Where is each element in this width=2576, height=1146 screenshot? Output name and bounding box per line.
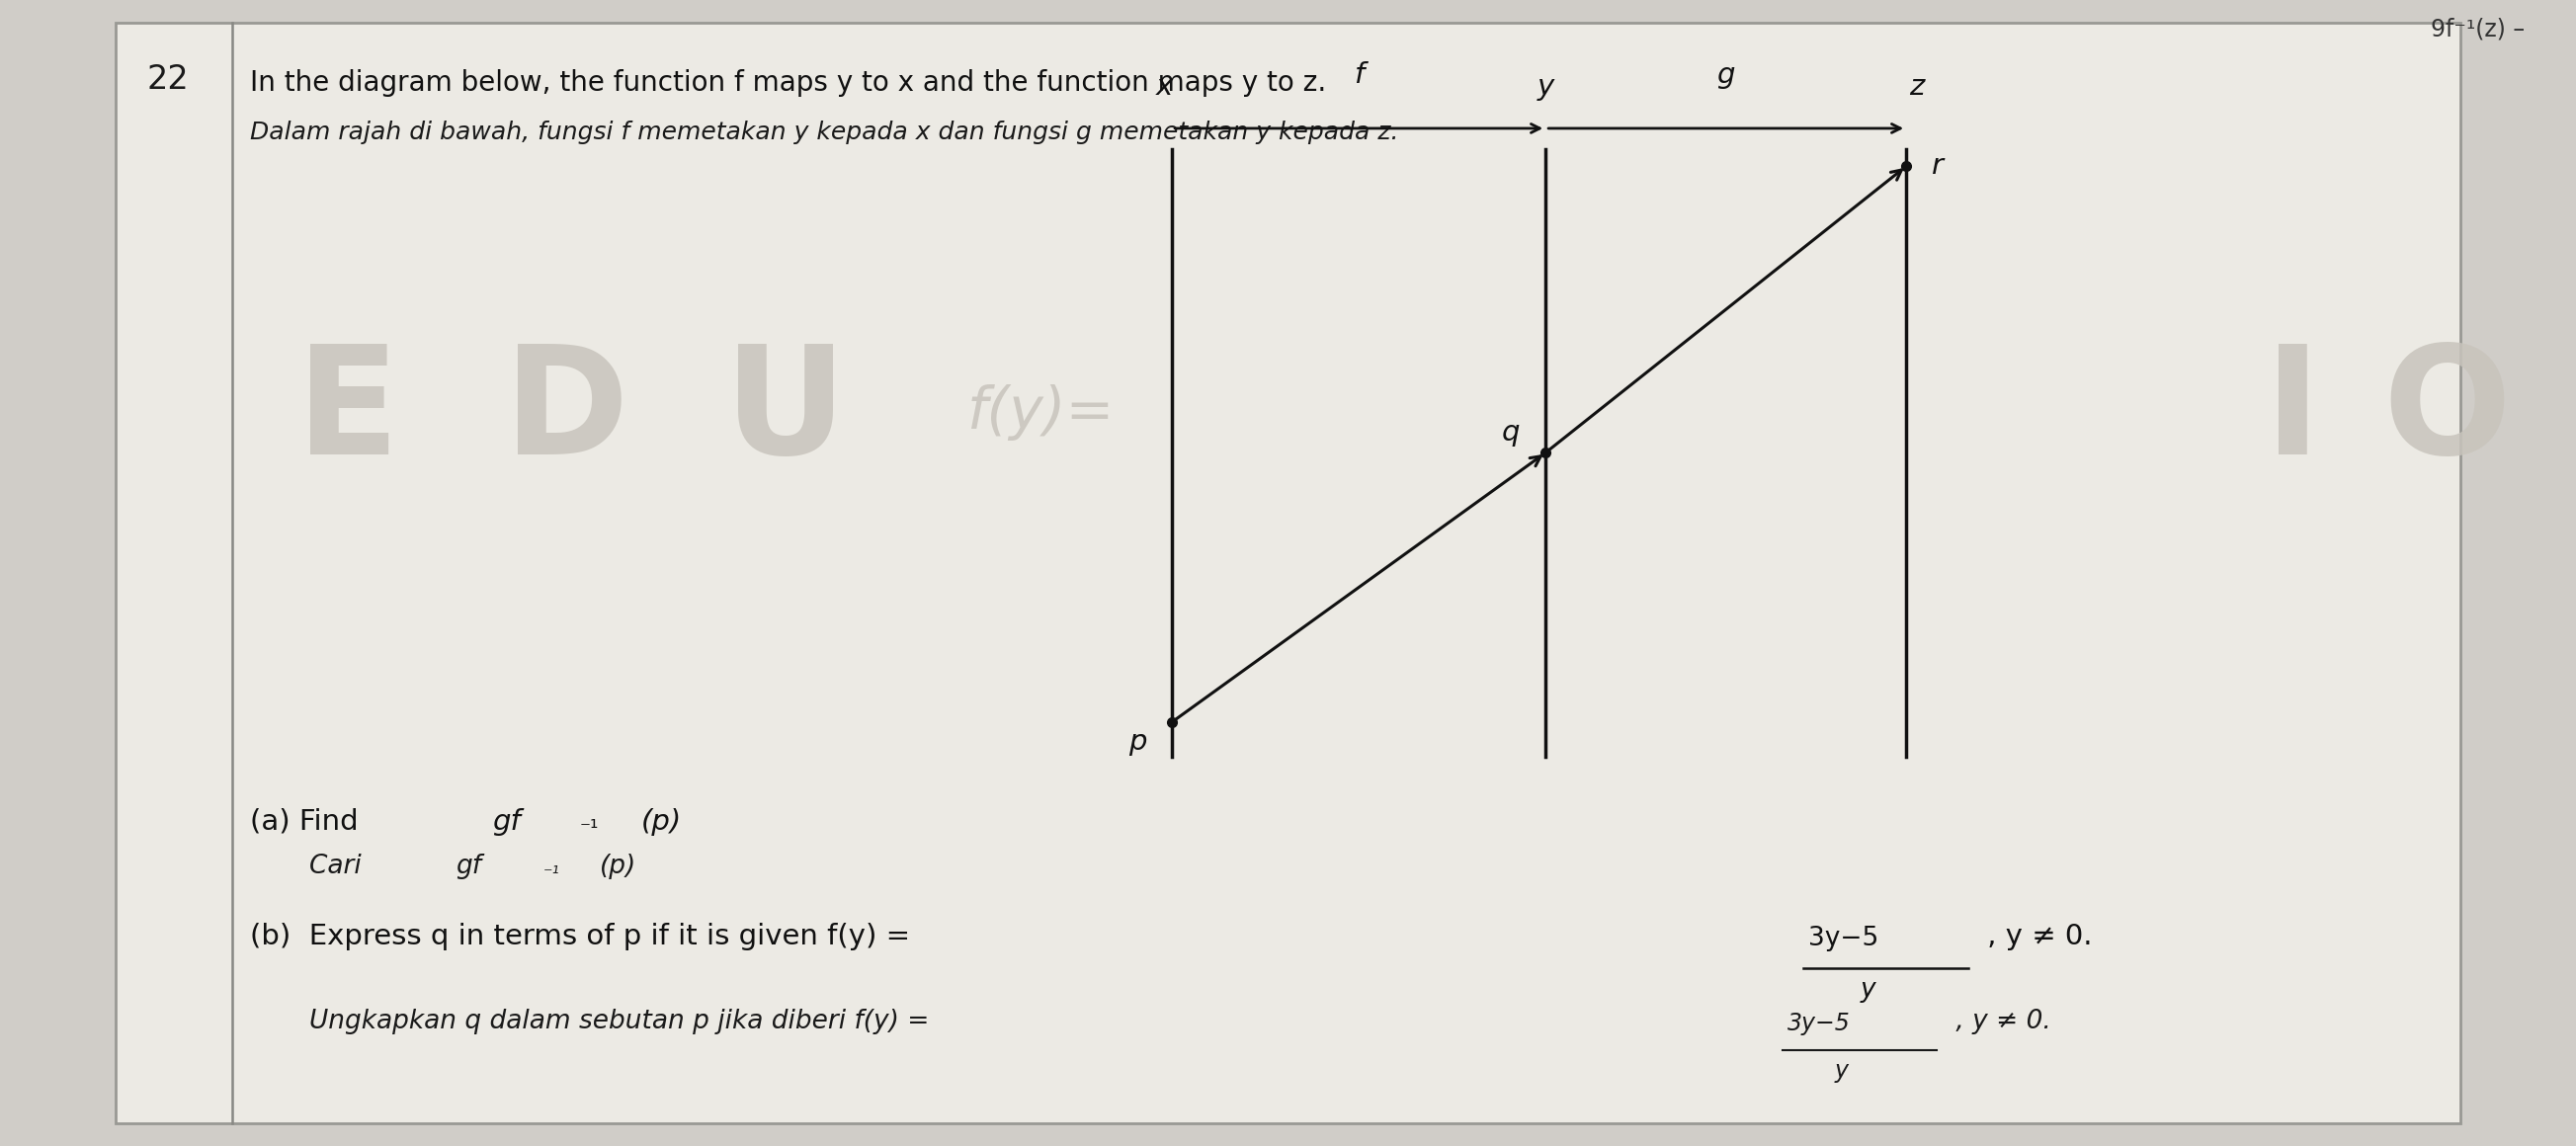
Text: (b)  Express q in terms of p if it is given f(y) =: (b) Express q in terms of p if it is giv… [250, 923, 920, 950]
Text: (p): (p) [600, 854, 636, 879]
Text: 3y−5: 3y−5 [1808, 926, 1878, 951]
Text: ⁻¹: ⁻¹ [544, 865, 559, 884]
Text: z: z [1909, 73, 1924, 101]
Text: (p): (p) [641, 808, 683, 835]
Text: (a) Find: (a) Find [250, 808, 368, 835]
Text: y: y [1538, 73, 1553, 101]
Text: In the diagram below, the function f maps y to x and the function maps y to z.: In the diagram below, the function f map… [250, 69, 1327, 96]
Text: p: p [1128, 728, 1146, 755]
Text: y: y [1860, 978, 1875, 1003]
Text: 9f⁻¹(z) –: 9f⁻¹(z) – [2432, 17, 2524, 41]
Text: Dalam rajah di bawah, fungsi f memetakan y kepada x dan fungsi g memetakan y kep: Dalam rajah di bawah, fungsi f memetakan… [250, 120, 1399, 144]
Text: g: g [1716, 62, 1736, 89]
Text: r: r [1932, 152, 1945, 180]
Text: I: I [2264, 339, 2321, 486]
Text: gf: gf [492, 808, 520, 835]
Text: f(y)=: f(y)= [966, 384, 1113, 441]
Text: y: y [1834, 1059, 1847, 1083]
Text: , y ≠ 0.: , y ≠ 0. [1978, 923, 2092, 950]
Text: 22: 22 [147, 63, 188, 95]
Text: U: U [724, 339, 848, 486]
FancyBboxPatch shape [116, 23, 2460, 1123]
Text: O: O [2383, 339, 2512, 486]
Text: , y ≠ 0.: , y ≠ 0. [1947, 1008, 2050, 1034]
Text: D: D [505, 339, 629, 486]
Text: Ungkapkan q dalam sebutan p jika diberi f(y) =: Ungkapkan q dalam sebutan p jika diberi … [309, 1008, 938, 1034]
Text: q: q [1502, 419, 1520, 447]
Text: E: E [296, 339, 399, 486]
Text: 3y−5: 3y−5 [1788, 1012, 1850, 1036]
Text: Cari: Cari [309, 854, 368, 879]
Text: gf: gf [456, 854, 482, 879]
Text: ⁻¹: ⁻¹ [580, 819, 598, 839]
Text: f: f [1355, 62, 1363, 89]
Text: x: x [1157, 73, 1172, 101]
